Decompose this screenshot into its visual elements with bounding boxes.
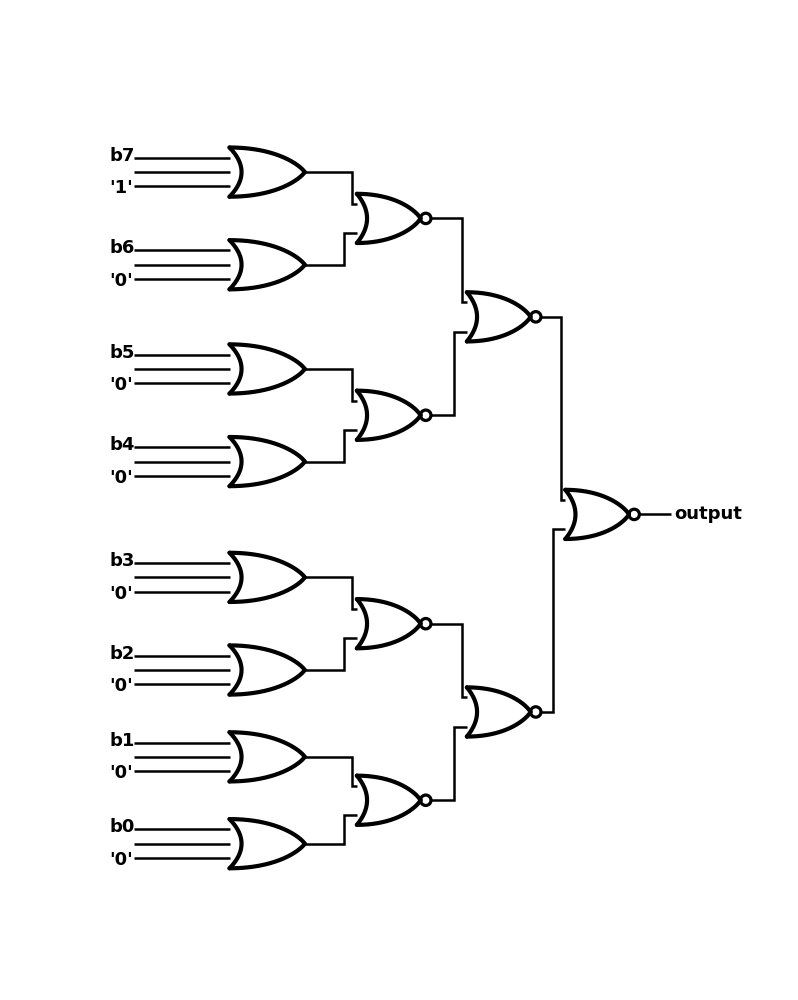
Text: '0': '0' — [109, 272, 133, 290]
Text: b7: b7 — [109, 147, 135, 165]
Text: b5: b5 — [109, 344, 135, 362]
Text: '0': '0' — [109, 469, 133, 487]
Text: b1: b1 — [109, 732, 135, 750]
Text: b0: b0 — [109, 818, 135, 836]
Text: '0': '0' — [109, 764, 133, 782]
Text: '1': '1' — [109, 179, 133, 197]
Text: '0': '0' — [109, 585, 133, 603]
Text: '0': '0' — [109, 376, 133, 394]
Text: '0': '0' — [109, 677, 133, 695]
Text: '0': '0' — [109, 851, 133, 869]
Text: b3: b3 — [109, 552, 135, 570]
Text: b2: b2 — [109, 645, 135, 663]
Text: b6: b6 — [109, 239, 135, 257]
Text: output: output — [674, 505, 742, 523]
Text: b4: b4 — [109, 436, 135, 454]
